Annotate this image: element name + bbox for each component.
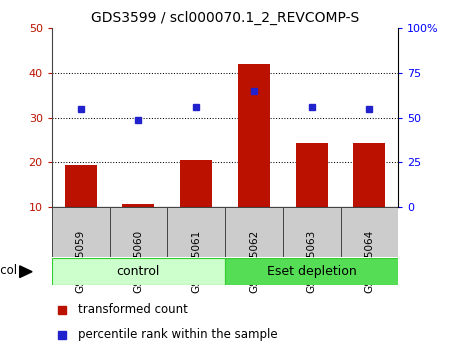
Bar [180, 160, 212, 207]
Polygon shape [20, 266, 32, 278]
Bar [167, 207, 225, 257]
Text: GSM435062: GSM435062 [249, 229, 259, 293]
Text: transformed count: transformed count [78, 303, 188, 316]
Text: protocol: protocol [0, 264, 18, 277]
Text: control: control [117, 265, 160, 278]
Bar [122, 204, 154, 207]
Text: percentile rank within the sample: percentile rank within the sample [78, 328, 277, 341]
Bar [225, 258, 398, 285]
Text: GSM435060: GSM435060 [133, 229, 144, 292]
Bar [341, 207, 398, 257]
Text: GSM435059: GSM435059 [76, 229, 86, 293]
Bar [296, 143, 328, 207]
Bar [225, 207, 283, 257]
Text: GSM435061: GSM435061 [191, 229, 201, 293]
Text: GSM435063: GSM435063 [306, 229, 317, 293]
Title: GDS3599 / scl000070.1_2_REVCOMP-S: GDS3599 / scl000070.1_2_REVCOMP-S [91, 10, 359, 24]
Bar [65, 165, 96, 207]
Text: Eset depletion: Eset depletion [267, 265, 356, 278]
Bar [354, 143, 385, 207]
Bar [52, 258, 225, 285]
Bar [283, 207, 341, 257]
Bar [109, 207, 167, 257]
Bar [52, 207, 109, 257]
Bar [238, 64, 270, 207]
Text: GSM435064: GSM435064 [364, 229, 374, 293]
